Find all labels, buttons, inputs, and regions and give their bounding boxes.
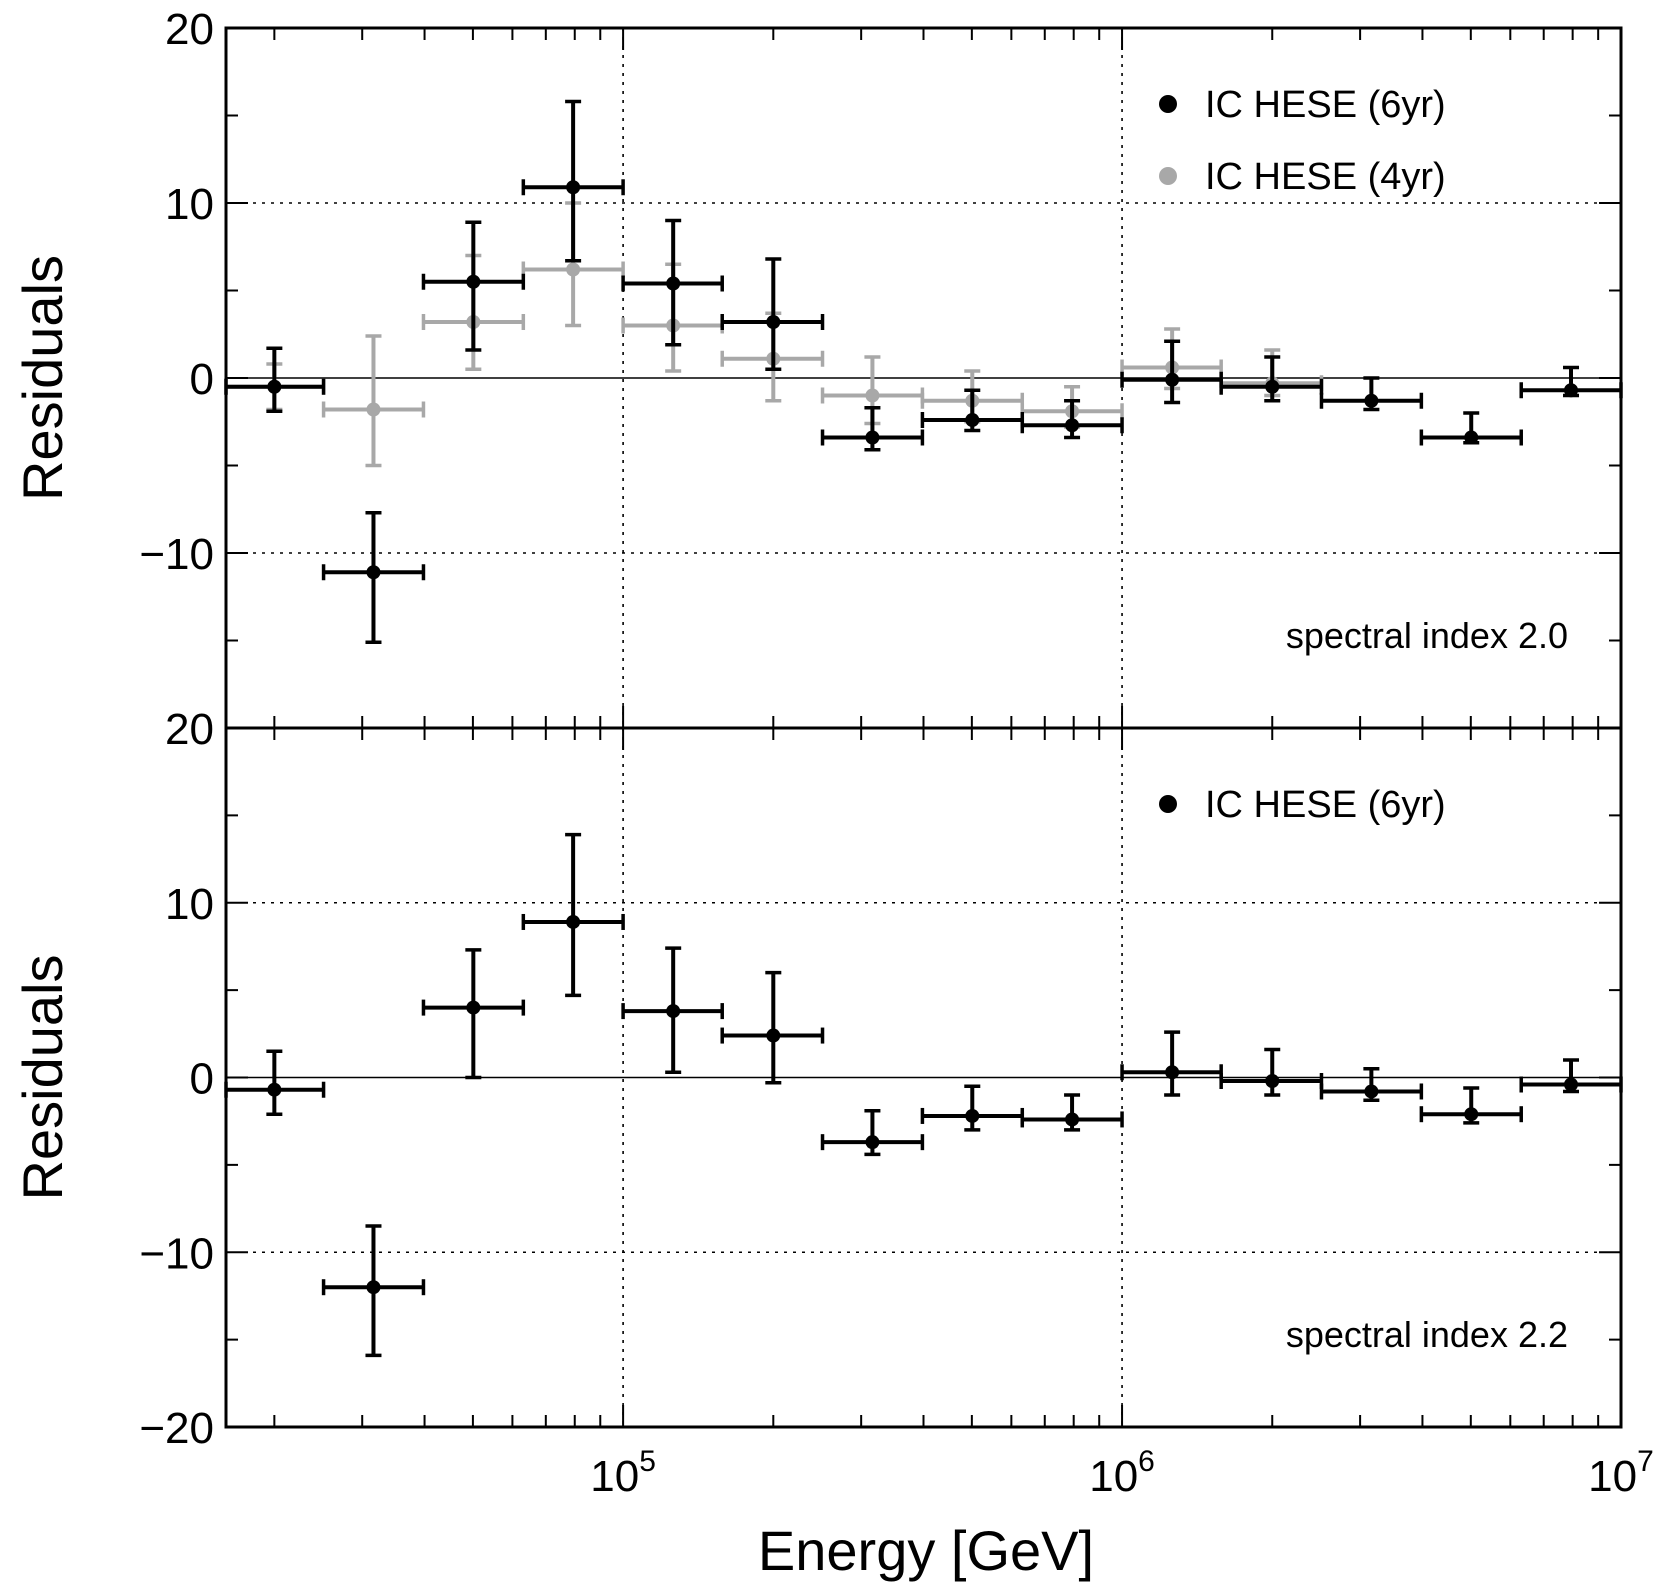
data-marker: [965, 413, 980, 427]
spectral-index-annotation: spectral index 2.2: [1286, 1314, 1568, 1355]
data-point: [521, 99, 625, 263]
y-tick-label: 20: [165, 5, 214, 54]
data-point: [421, 948, 526, 1080]
data-marker: [865, 430, 880, 445]
data-point: [820, 355, 925, 426]
data-marker: [566, 180, 581, 195]
data-point: [1120, 1030, 1223, 1097]
chart-panels: 20 10 0 −10 Residuals IC HESE (6yr) IC HESE (4…: [11, 5, 1654, 1501]
data-marker: [766, 315, 781, 329]
legend-marker: [1159, 795, 1177, 813]
x-axis-title: Energy [GeV]: [758, 1519, 1094, 1582]
data-marker: [466, 274, 481, 289]
data-marker: [267, 1082, 282, 1097]
data-marker: [1564, 383, 1579, 398]
x-tick-label: 107: [1588, 1445, 1654, 1501]
y-tick-label: −10: [139, 530, 214, 579]
data-point: [920, 388, 1025, 433]
data-marker: [1065, 418, 1080, 433]
data-marker: [1364, 1084, 1379, 1099]
y-tick-label: 10: [165, 180, 214, 229]
data-point: [621, 946, 724, 1075]
y-axis-title: Residuals: [11, 955, 74, 1201]
data-point: [621, 218, 724, 347]
legend-label: IC HESE (6yr): [1205, 784, 1446, 826]
data-marker: [965, 1108, 980, 1123]
data-marker: [1065, 1112, 1080, 1127]
panel-top: 20 10 0 −10 Residuals IC HESE (6yr) IC HESE (4…: [11, 5, 1623, 730]
legend: IC HESE (6yr) IC HESE (4yr): [1159, 84, 1446, 198]
series-6yr: [224, 832, 1623, 1358]
data-point: [1319, 1067, 1424, 1102]
data-marker: [1364, 393, 1379, 408]
x-tick-label-base: 10: [1588, 1452, 1637, 1501]
data-point: [321, 1224, 426, 1358]
data-marker: [267, 379, 282, 394]
data-marker: [366, 1280, 381, 1295]
data-marker: [566, 262, 581, 277]
data-point: [1419, 411, 1523, 446]
data-marker: [1165, 372, 1180, 387]
data-point: [421, 220, 526, 352]
plot-frame: [224, 726, 1623, 1429]
data-marker: [1265, 379, 1280, 394]
data-marker: [1564, 1077, 1579, 1092]
data-marker: [865, 388, 880, 403]
data-marker: [1265, 1073, 1280, 1088]
legend-marker: [1159, 95, 1177, 113]
data-marker: [1165, 1065, 1180, 1080]
spectral-index-annotation: spectral index 2.0: [1286, 615, 1568, 656]
x-tick-label-exponent: 5: [639, 1445, 656, 1478]
data-marker: [1464, 430, 1479, 445]
data-point: [1020, 1093, 1124, 1132]
x-tick-label: 106: [1089, 1445, 1155, 1501]
legend-marker: [1159, 167, 1177, 185]
data-marker: [366, 565, 381, 580]
data-point: [820, 406, 925, 452]
data-point: [1319, 376, 1424, 412]
data-point: [1219, 1047, 1324, 1097]
legend-label: IC HESE (6yr): [1205, 84, 1446, 126]
data-point: [1519, 1058, 1623, 1094]
x-tick-label: 105: [590, 1445, 656, 1501]
x-tick-label-base: 10: [590, 1452, 639, 1501]
data-point: [321, 511, 426, 644]
x-tick-label-exponent: 7: [1637, 1445, 1654, 1478]
y-tick-label: 0: [190, 355, 214, 404]
data-point: [820, 1108, 925, 1157]
x-tick-label-exponent: 6: [1138, 1445, 1155, 1478]
data-marker: [666, 1004, 681, 1019]
data-point: [1219, 355, 1324, 403]
series-6yr: [224, 99, 1623, 644]
data-point: [720, 970, 825, 1085]
y-tick-label: −20: [139, 1404, 214, 1453]
data-marker: [566, 914, 581, 929]
legend-label: IC HESE (4yr): [1205, 156, 1446, 198]
y-tick-label: 0: [190, 1055, 214, 1104]
data-point: [321, 334, 426, 468]
data-marker: [1464, 1107, 1479, 1122]
x-tick-label-base: 10: [1089, 1452, 1138, 1501]
data-point: [720, 257, 825, 371]
y-tick-label: 10: [165, 880, 214, 929]
data-point: [1020, 399, 1124, 440]
data-point: [224, 1049, 326, 1116]
y-axis-title: Residuals: [11, 255, 74, 501]
y-tick-label: −10: [139, 1229, 214, 1278]
data-marker: [466, 1000, 481, 1015]
data-point: [521, 832, 625, 998]
data-point: [224, 346, 326, 413]
y-tick-label: 20: [165, 705, 214, 754]
data-marker: [766, 1028, 781, 1043]
data-point: [1419, 1086, 1523, 1125]
data-marker: [366, 402, 381, 417]
legend: IC HESE (6yr): [1159, 784, 1446, 826]
data-marker: [865, 1135, 880, 1150]
data-marker: [666, 276, 681, 291]
